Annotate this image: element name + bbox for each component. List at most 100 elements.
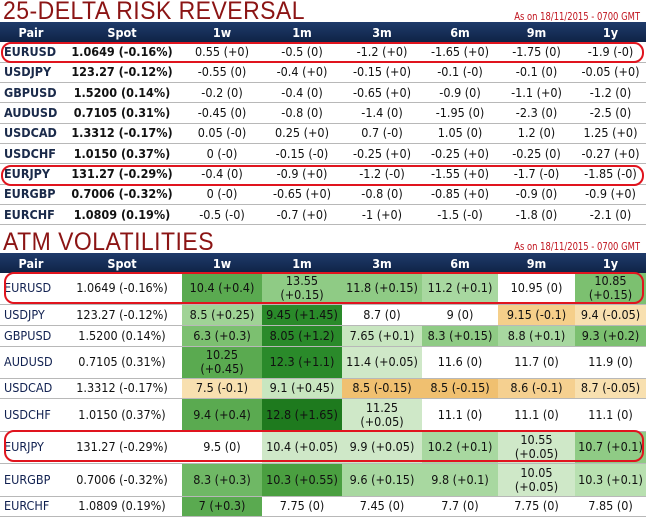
value-cell-3m: 8.7 (0) <box>342 304 422 326</box>
value-cell-1y: 10.3 (+0.1) <box>575 463 646 497</box>
column-header-spot: Spot <box>62 22 182 42</box>
value-cell-6m: -1.5 (-0) <box>422 204 498 226</box>
value-cell-3m: 9.6 (+0.15) <box>342 463 422 497</box>
value-cell-1y: 1.25 (+0) <box>575 123 646 144</box>
value-cell-9m: 10.95 (0) <box>498 273 575 305</box>
spot-cell: 1.3312 (-0.17%) <box>62 123 182 144</box>
column-header-pair: Pair <box>0 253 62 273</box>
pair-cell: EURJPY <box>0 431 62 464</box>
value-cell-3m: 11.8 (+0.15) <box>342 273 422 305</box>
pair-cell: EURCHF <box>0 204 62 226</box>
value-cell-3m: -0.8 (0) <box>342 184 422 205</box>
value-cell-1w: 10.25 (+0.45) <box>182 346 262 379</box>
value-cell-6m: -1.95 (0) <box>422 102 498 124</box>
value-cell-1w: 7 (+0.3) <box>182 496 262 517</box>
column-header-3m: 3m <box>342 22 422 42</box>
column-header-1w: 1w <box>182 253 262 273</box>
table-row-eurjpy: EURJPY 131.27 (-0.29%) -0.4 (0) -0.9 (+0) -1… <box>0 163 646 185</box>
value-cell-1w: 0 (-0) <box>182 184 262 205</box>
table-row-usdjpy: USDJPY 123.27 (-0.12%) -0.55 (0) -0.4 (+0) -… <box>0 62 646 84</box>
pair-cell: EURUSD <box>0 273 62 305</box>
value-cell-9m: 8.8 (+0.1) <box>498 325 575 347</box>
value-cell-3m: -1.2 (+0) <box>342 42 422 63</box>
column-header-9m: 9m <box>498 22 575 42</box>
value-cell-9m: -0.9 (0) <box>498 184 575 205</box>
value-cell-3m: -1.2 (-0) <box>342 163 422 185</box>
table-row-gbpusd: GBPUSD 1.5200 (0.14%) 6.3 (+0.3) 8.05 (+1.2… <box>0 325 646 347</box>
value-cell-6m: -1.55 (+0) <box>422 163 498 185</box>
pair-cell: AUDUSD <box>0 346 62 379</box>
column-header-1m: 1m <box>262 253 342 273</box>
table-header-row: Pair Spot 1w 1m 3m 6m 9m 1y <box>0 22 646 42</box>
pair-cell: GBPUSD <box>0 82 62 104</box>
pair-cell: EURGBP <box>0 184 62 205</box>
value-cell-1y: 7.85 (0) <box>575 496 646 517</box>
value-cell-9m: -1.75 (0) <box>498 42 575 63</box>
value-cell-1w: -0.4 (0) <box>182 163 262 185</box>
table-row-audusd: AUDUSD 0.7105 (0.31%) -0.45 (0) -0.8 (0) -1.… <box>0 102 646 124</box>
risk-reversal-title: 25-DELTA RISK REVERSAL <box>3 0 305 25</box>
pair-cell: USDJPY <box>0 62 62 84</box>
value-cell-1y: -0.27 (+0) <box>575 143 646 165</box>
value-cell-1m: -0.15 (-0) <box>262 143 342 165</box>
value-cell-6m: 1.05 (0) <box>422 123 498 144</box>
value-cell-1w: 7.5 (-0.1) <box>182 378 262 399</box>
value-cell-1y: 9.3 (+0.2) <box>575 325 646 347</box>
value-cell-9m: 11.7 (0) <box>498 346 575 379</box>
value-cell-6m: -0.25 (+0) <box>422 143 498 165</box>
pair-cell: EURGBP <box>0 463 62 497</box>
spot-cell: 1.0649 (-0.16%) <box>62 42 182 63</box>
table-row-usdchf: USDCHF 1.0150 (0.37%) 0 (-0) -0.15 (-0) -0.2… <box>0 143 646 165</box>
column-header-pair: Pair <box>0 22 62 42</box>
column-header-3m: 3m <box>342 253 422 273</box>
value-cell-9m: 7.75 (0) <box>498 496 575 517</box>
table-row-eurusd: EURUSD 1.0649 (-0.16%) 10.4 (+0.4) 13.55 (+… <box>0 273 646 305</box>
table-row-eurgbp: EURGBP 0.7006 (-0.32%) 0 (-0) -0.65 (+0) -0.… <box>0 184 646 205</box>
table-row-usdjpy: USDJPY 123.27 (-0.12%) 8.5 (+0.25) 9.45 (+1… <box>0 304 646 326</box>
value-cell-1m: -0.9 (+0) <box>262 163 342 185</box>
value-cell-3m: 8.5 (-0.15) <box>342 378 422 399</box>
table-row-audusd: AUDUSD 0.7105 (0.31%) 10.25 (+0.45) 12.3 (+… <box>0 346 646 379</box>
value-cell-6m: 9 (0) <box>422 304 498 326</box>
value-cell-6m: 8.5 (-0.15) <box>422 378 498 399</box>
value-cell-9m: -2.3 (0) <box>498 102 575 124</box>
column-header-spot: Spot <box>62 253 182 273</box>
value-cell-1m: 13.55 (+0.15) <box>262 273 342 305</box>
pair-cell: USDCHF <box>0 398 62 432</box>
value-cell-9m: -1.8 (0) <box>498 204 575 226</box>
value-cell-1w: 10.4 (+0.4) <box>182 273 262 305</box>
value-cell-6m: -0.85 (+0) <box>422 184 498 205</box>
value-cell-9m: 9.15 (-0.1) <box>498 304 575 326</box>
value-cell-1y: -1.2 (0) <box>575 82 646 104</box>
spot-cell: 123.27 (-0.12%) <box>62 62 182 84</box>
table-row-usdchf: USDCHF 1.0150 (0.37%) 9.4 (+0.4) 12.8 (+1.6… <box>0 398 646 432</box>
pair-cell: GBPUSD <box>0 325 62 347</box>
value-cell-3m: 7.45 (0) <box>342 496 422 517</box>
pair-cell: AUDUSD <box>0 102 62 124</box>
table-row-eurchf: EURCHF 1.0809 (0.19%) -0.5 (-0) -0.7 (+0) -1… <box>0 204 646 226</box>
value-cell-1m: -0.65 (+0) <box>262 184 342 205</box>
value-cell-1y: 10.7 (+0.1) <box>575 431 646 464</box>
spot-cell: 123.27 (-0.12%) <box>62 304 182 326</box>
value-cell-1w: 8.3 (+0.3) <box>182 463 262 497</box>
value-cell-1m: -0.8 (0) <box>262 102 342 124</box>
value-cell-6m: 8.3 (+0.15) <box>422 325 498 347</box>
value-cell-1m: 9.45 (+1.45) <box>262 304 342 326</box>
table-row-eurchf: EURCHF 1.0809 (0.19%) 7 (+0.3) 7.75 (0) 7.45… <box>0 496 646 517</box>
value-cell-1y: 11.1 (0) <box>575 398 646 432</box>
value-cell-1w: -0.55 (0) <box>182 62 262 84</box>
value-cell-1y: -0.9 (+0) <box>575 184 646 205</box>
value-cell-1m: -0.4 (0) <box>262 82 342 104</box>
value-cell-6m: 11.6 (0) <box>422 346 498 379</box>
risk-reversal-as-of: As on 18/11/2015 - 0700 GMT <box>514 10 640 23</box>
column-header-1w: 1w <box>182 22 262 42</box>
spot-cell: 0.7006 (-0.32%) <box>62 463 182 497</box>
value-cell-3m: 11.4 (+0.05) <box>342 346 422 379</box>
spot-cell: 0.7105 (0.31%) <box>62 102 182 124</box>
value-cell-6m: -0.9 (0) <box>422 82 498 104</box>
value-cell-9m: 11.1 (0) <box>498 398 575 432</box>
pair-cell: USDCHF <box>0 143 62 165</box>
value-cell-9m: 10.05 (+0.05) <box>498 463 575 497</box>
value-cell-1w: 0.55 (+0) <box>182 42 262 63</box>
spot-cell: 131.27 (-0.29%) <box>62 431 182 464</box>
